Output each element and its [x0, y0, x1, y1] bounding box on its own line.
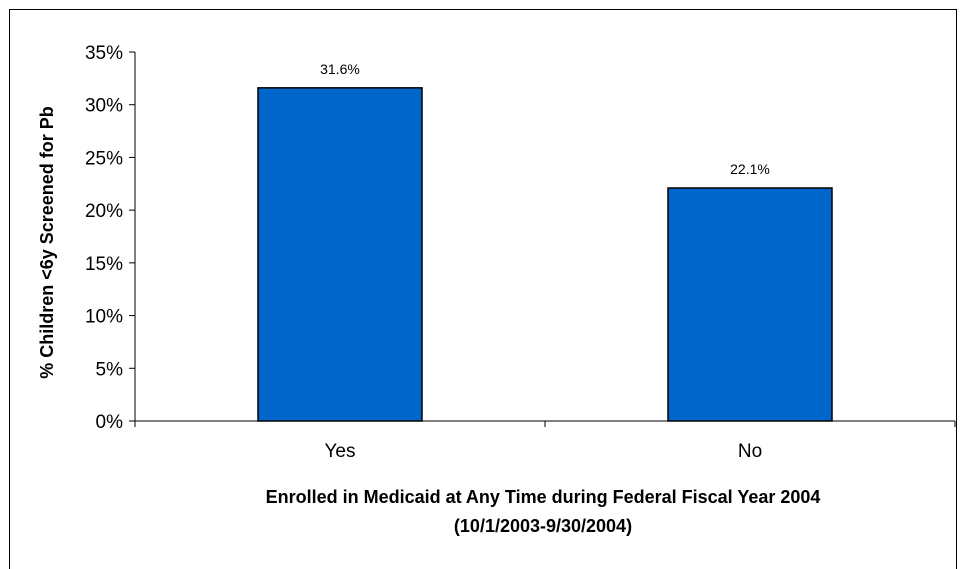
chart-frame: [9, 9, 957, 569]
y-tick-label: 20%: [85, 201, 123, 222]
data-label: 31.6%: [320, 61, 360, 77]
x-axis: Yes No: [134, 420, 956, 462]
x-tick-label: Yes: [325, 441, 356, 462]
y-tick-label: 0%: [96, 412, 124, 433]
y-tick-label: 30%: [85, 96, 123, 117]
bars: 31.6% 22.1%: [257, 61, 833, 422]
x-axis-title-line1: Enrolled in Medicaid at Any Time during …: [266, 487, 821, 507]
y-axis-title: % Children <6y Screened for Pb: [37, 106, 57, 379]
y-tick-label: 5%: [96, 359, 124, 380]
bar-no: [667, 187, 833, 422]
x-axis-title-line2: (10/1/2003-9/30/2004): [454, 516, 632, 536]
data-label: 22.1%: [730, 161, 770, 177]
bar-yes: [257, 87, 423, 422]
y-axis: 0% 5% 10% 15% 20% 25% 30% 35%: [85, 43, 136, 433]
y-tick-label: 35%: [85, 43, 123, 64]
y-tick-label: 25%: [85, 148, 123, 169]
y-tick-label: 10%: [85, 307, 123, 328]
y-tick-label: 15%: [85, 254, 123, 275]
x-tick-label: No: [738, 441, 762, 462]
